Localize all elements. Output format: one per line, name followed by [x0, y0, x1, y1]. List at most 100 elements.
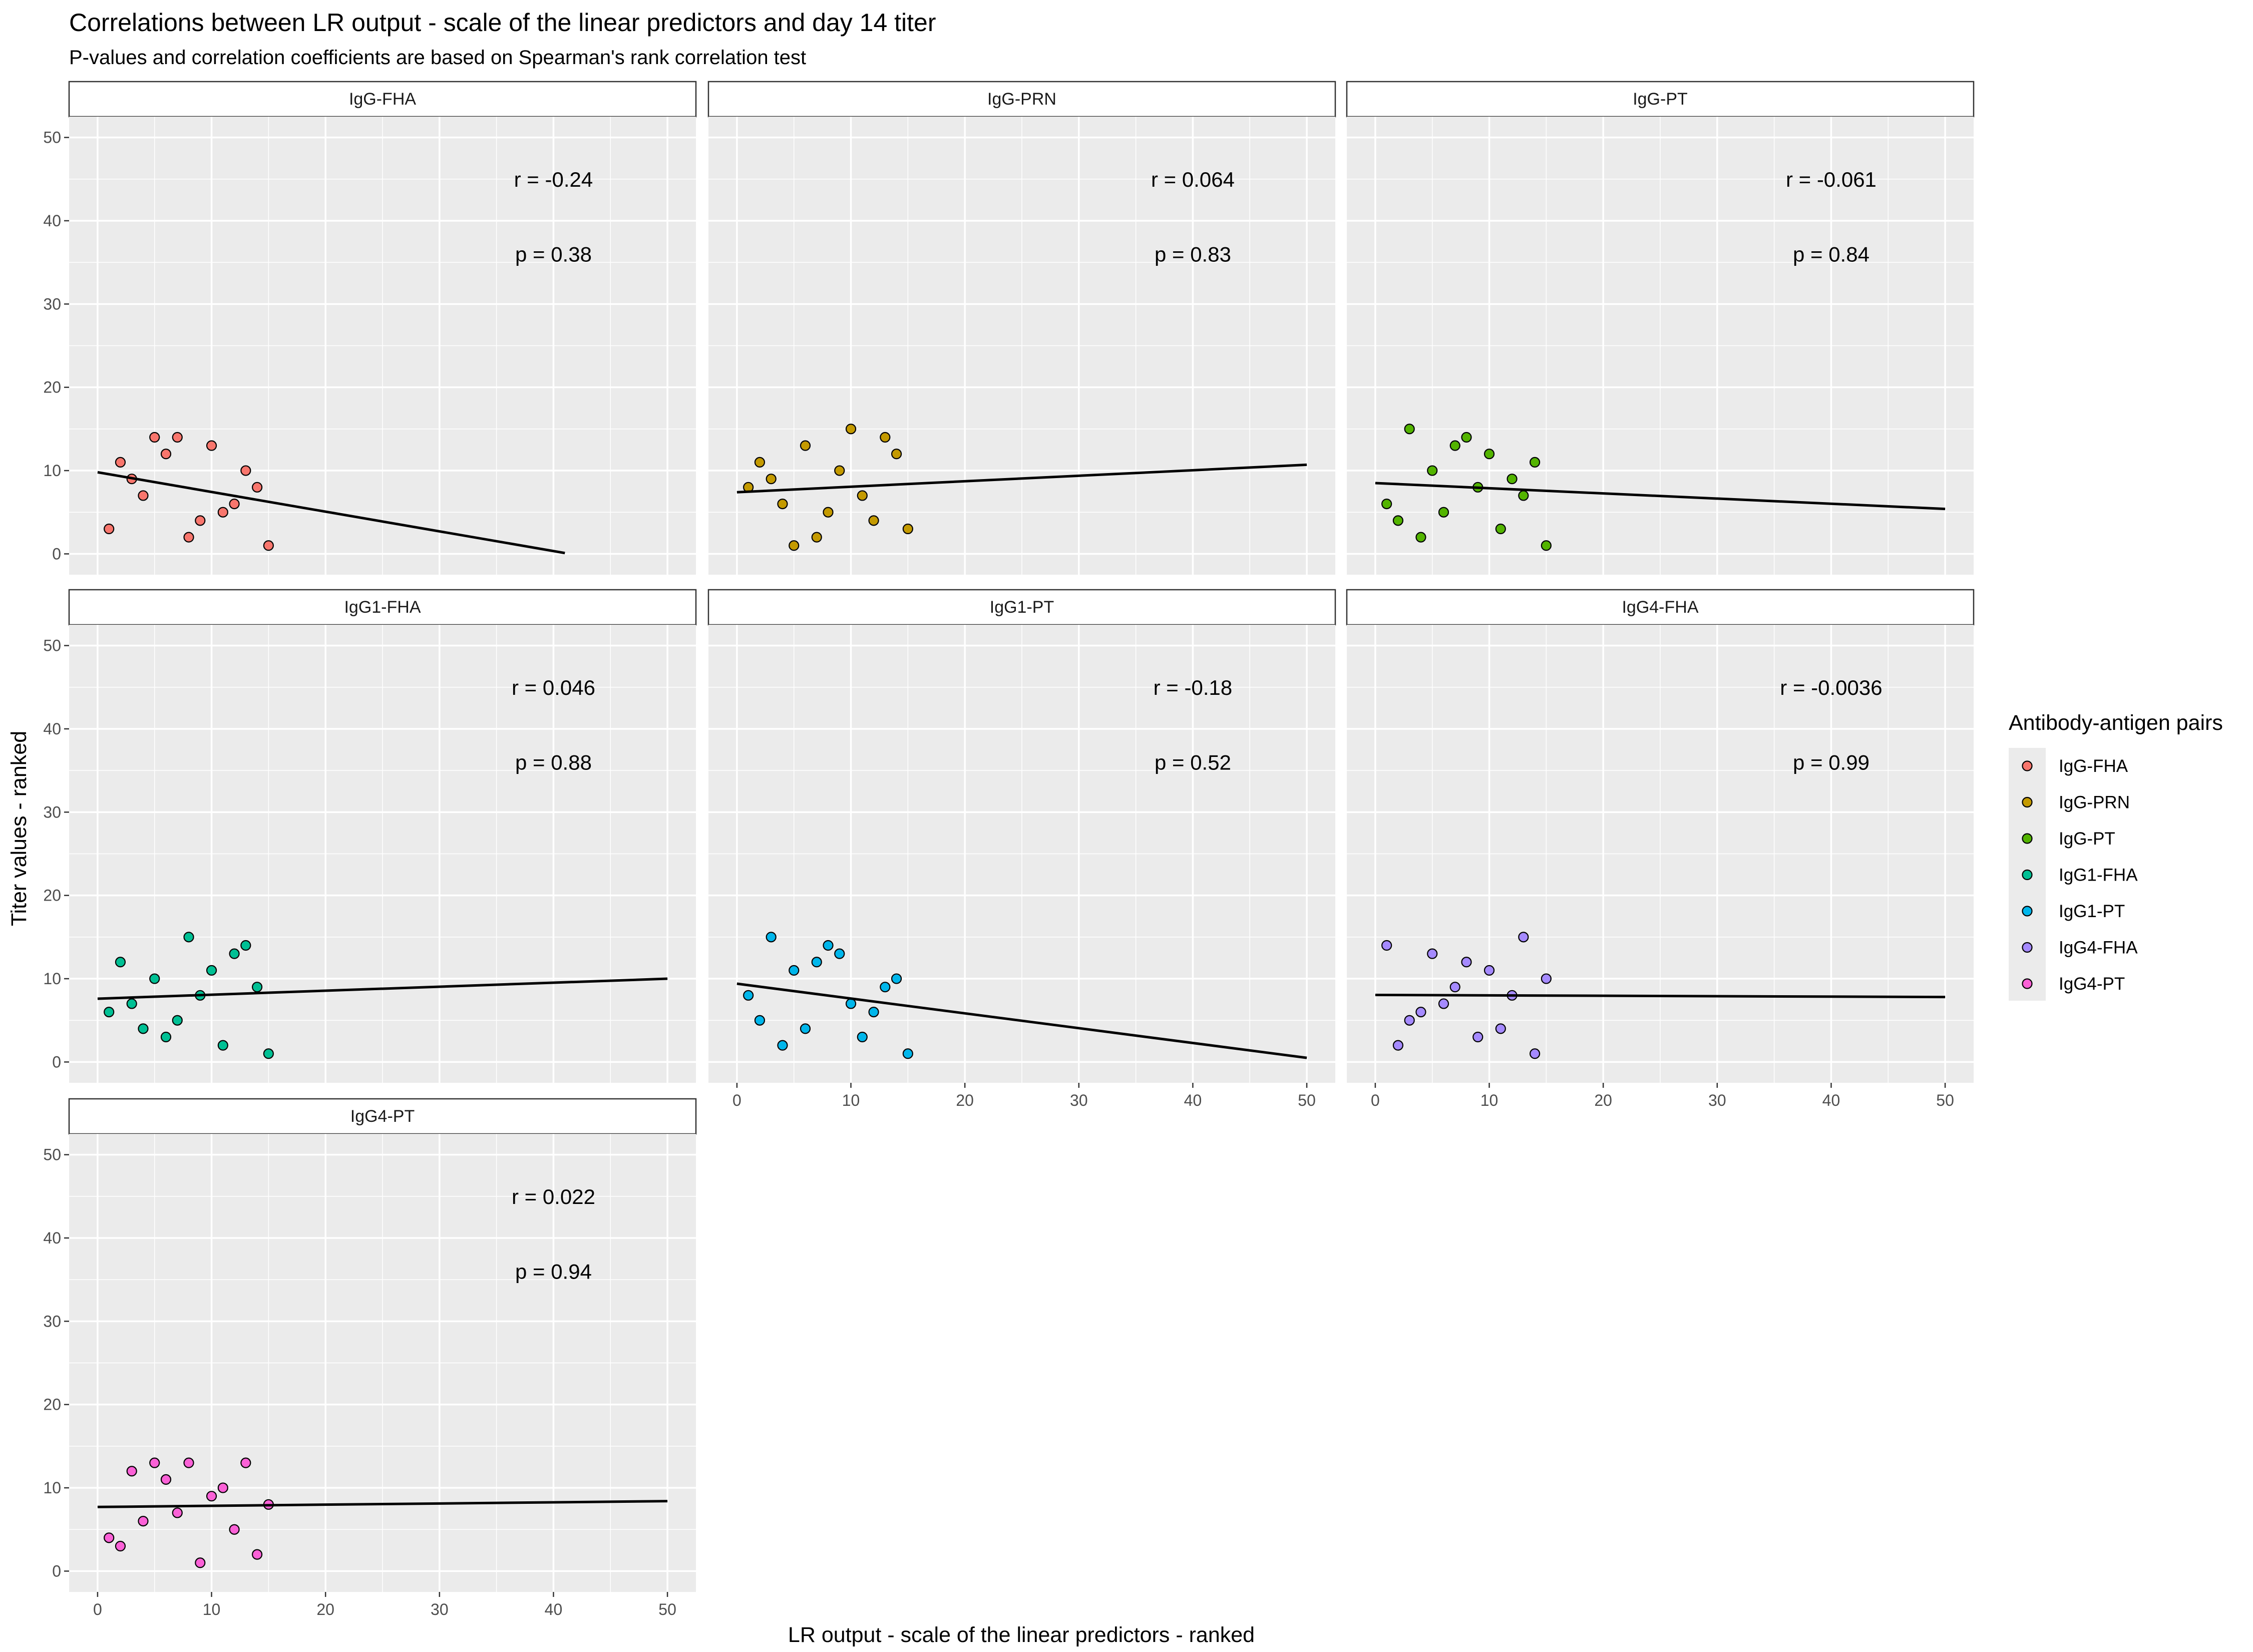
- y-tick-label: 50: [43, 129, 61, 147]
- data-point: [902, 523, 913, 535]
- legend-label: IgG4-PT: [2059, 974, 2125, 994]
- data-point: [195, 1557, 206, 1568]
- data-point: [811, 957, 822, 968]
- x-tick-label: 20: [956, 1091, 974, 1109]
- data-point: [1415, 532, 1426, 543]
- data-point: [766, 474, 777, 485]
- data-point: [1427, 948, 1438, 959]
- data-point: [1461, 957, 1472, 968]
- y-tick-label: 40: [43, 212, 61, 230]
- y-tick-label: 20: [43, 887, 61, 905]
- chart-title: Correlations between LR output - scale o…: [69, 9, 936, 37]
- data-point: [1404, 424, 1415, 435]
- data-point: [229, 948, 240, 959]
- data-point: [115, 957, 126, 968]
- x-tick-label: 0: [732, 1091, 741, 1109]
- facet-panels: IgG-FHA 0 10 20 30 40 50 r = -0.24 p = 0.38 IgG-P…: [43, 81, 1975, 1618]
- data-point: [891, 973, 902, 984]
- x-tick-label: 40: [545, 1600, 563, 1618]
- facet-panel: IgG4-PT 0 10 20 30 40 50 0 10 20 30 40 50 r = 0.022 p …: [43, 1098, 697, 1618]
- data-point: [1483, 965, 1495, 976]
- p-value-label: p = 0.88: [515, 751, 592, 774]
- data-point: [217, 1482, 228, 1493]
- facet-panel: IgG-PRN r = 0.064 p = 0.83: [707, 81, 1336, 575]
- data-point: [138, 1023, 149, 1034]
- facet-strip: [68, 81, 697, 118]
- data-point: [149, 1457, 160, 1468]
- data-point: [172, 1507, 183, 1518]
- data-point: [138, 1515, 149, 1527]
- data-point: [811, 532, 822, 543]
- facet-panel: IgG1-PT 0 10 20 30 40 50 r = -0.18 p = 0.52: [707, 589, 1336, 1109]
- p-value-label: p = 0.83: [1155, 243, 1231, 266]
- data-point: [251, 982, 263, 993]
- data-point: [104, 1532, 115, 1543]
- y-tick-label: 30: [43, 1312, 61, 1330]
- y-tick-label: 50: [43, 637, 61, 655]
- data-point: [263, 1048, 274, 1059]
- data-point: [766, 932, 777, 943]
- x-tick-label: 20: [1594, 1091, 1612, 1109]
- y-tick-label: 50: [43, 1146, 61, 1164]
- data-point: [777, 498, 788, 510]
- data-point: [743, 990, 754, 1001]
- y-tick-label: 20: [43, 1396, 61, 1414]
- data-point: [1518, 490, 1529, 501]
- data-point: [1392, 515, 1404, 526]
- facet-strip-label: IgG4-FHA: [1622, 598, 1698, 617]
- data-point: [183, 1457, 194, 1468]
- data-point: [160, 1031, 172, 1043]
- y-tick-label: 40: [43, 720, 61, 738]
- legend-key: [2022, 796, 2033, 808]
- p-value-label: p = 0.52: [1155, 751, 1231, 774]
- y-tick-label: 0: [52, 1053, 61, 1071]
- correlation-label: r = 0.064: [1151, 168, 1235, 191]
- facet-strip-label: IgG-FHA: [349, 90, 416, 109]
- data-point: [115, 1540, 126, 1552]
- data-point: [754, 457, 766, 468]
- correlation-label: r = -0.061: [1786, 168, 1876, 191]
- p-value-label: p = 0.84: [1793, 243, 1869, 266]
- correlation-label: r = 0.022: [512, 1185, 595, 1208]
- data-point: [789, 965, 800, 976]
- y-tick-label: 10: [43, 462, 61, 480]
- data-point: [115, 457, 126, 468]
- x-tick-label: 0: [93, 1600, 102, 1618]
- data-point: [172, 1015, 183, 1026]
- data-point: [823, 940, 834, 951]
- legend-title: Antibody-antigen pairs: [2009, 711, 2223, 735]
- data-point: [160, 1474, 172, 1485]
- facet-panel: IgG-PT r = -0.061 p = 0.84: [1346, 81, 1975, 575]
- data-point: [823, 507, 834, 518]
- data-point: [800, 440, 811, 451]
- data-point: [206, 440, 217, 451]
- x-tick-label: 30: [1070, 1091, 1088, 1109]
- data-point: [126, 1466, 137, 1477]
- data-point: [251, 482, 263, 493]
- x-tick-label: 30: [1708, 1091, 1726, 1109]
- x-tick-label: 40: [1184, 1091, 1202, 1109]
- legend-key: [2022, 833, 2033, 844]
- regression-line: [97, 1500, 668, 1508]
- x-tick-label: 50: [1298, 1091, 1316, 1109]
- data-point: [1427, 465, 1438, 476]
- legend-label: IgG1-FHA: [2059, 866, 2138, 885]
- data-point: [1518, 932, 1529, 943]
- data-point: [857, 490, 868, 501]
- data-point: [880, 432, 891, 443]
- data-point: [1461, 432, 1472, 443]
- data-point: [834, 948, 845, 959]
- data-point: [229, 1524, 240, 1535]
- data-point: [217, 507, 228, 518]
- data-point: [891, 449, 902, 460]
- data-point: [206, 1491, 217, 1502]
- facet-strip: [707, 81, 1336, 118]
- data-point: [160, 449, 172, 460]
- data-point: [263, 540, 274, 551]
- data-point: [1404, 1015, 1415, 1026]
- facet-strip-label: IgG1-FHA: [344, 598, 421, 617]
- regression-line: [736, 982, 1307, 1059]
- data-point: [251, 1549, 263, 1560]
- y-tick-label: 20: [43, 378, 61, 396]
- legend-key: [2022, 906, 2033, 917]
